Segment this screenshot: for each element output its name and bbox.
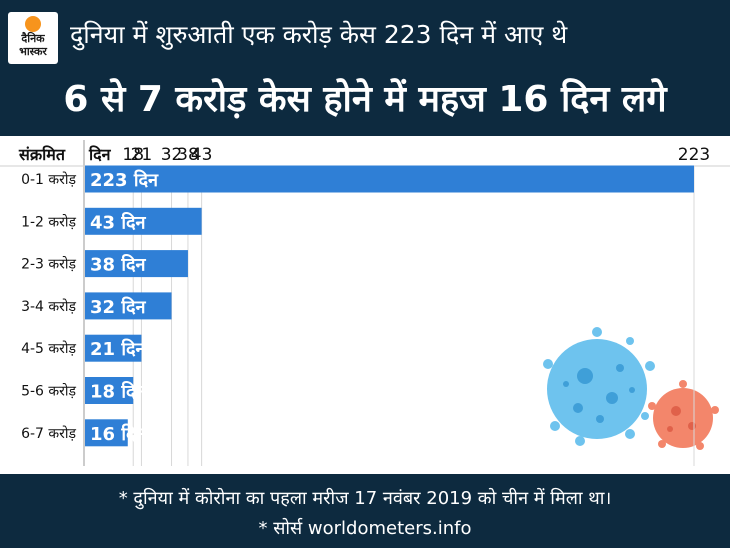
data-label: 32 दिन xyxy=(90,296,147,318)
category-label: 5-6 करोड़ xyxy=(21,383,76,400)
logo-text-line2: भास्कर xyxy=(19,45,47,58)
category-label: 6-7 करोड़ xyxy=(21,425,76,442)
bar xyxy=(85,419,128,447)
source-note: * सोर्स worldometers.info xyxy=(258,518,472,539)
header: दैनिक भास्कर दुनिया में शुरुआती एक करोड़… xyxy=(0,0,730,134)
category-label: 2-3 करोड़ xyxy=(21,256,76,273)
data-label: 223 दिन xyxy=(90,169,159,191)
tick-label: 32 xyxy=(161,145,183,165)
bar xyxy=(85,250,188,278)
tick-label: 18 xyxy=(122,145,144,165)
tick-label: 43 xyxy=(191,145,213,165)
row-header: संक्रमित xyxy=(18,145,66,164)
blue-virus-icon xyxy=(543,327,655,446)
data-label: 43 दिन xyxy=(90,211,147,233)
category-label: 1-2 करोड़ xyxy=(21,213,76,230)
bars: 0-1 करोड़ 223 दिन 1-2 करोड़ 43 दिन 2-3 करोड़… xyxy=(21,165,694,447)
orange-virus-icon xyxy=(648,380,719,450)
dainik-bhaskar-logo: दैनिक भास्कर xyxy=(8,12,58,64)
category-label: 0-1 करोड़ xyxy=(21,171,76,188)
virus-illustration xyxy=(543,327,719,450)
bar xyxy=(85,334,142,362)
bar xyxy=(85,165,694,193)
logo-text-line1: दैनिक xyxy=(21,32,45,45)
category-label: 4-5 करोड़ xyxy=(21,340,76,357)
chart-panel: 18 21 32 38 43 223 संक्रमित दिन 0-1 करोड़ 223 दि… xyxy=(0,136,730,474)
page-subtitle: 6 से 7 करोड़ केस होने में महज 16 दिन लगे xyxy=(63,79,667,120)
page-title: दुनिया में शुरुआती एक करोड़ केस 223 दिन … xyxy=(70,20,568,49)
data-label: 38 दिन xyxy=(90,254,147,276)
category-label: 3-4 करोड़ xyxy=(21,298,76,315)
data-label: 21 दिन xyxy=(90,338,147,360)
bar xyxy=(85,377,134,404)
footnote: * दुनिया में कोरोना का पहला मरीज 17 नवंब… xyxy=(118,488,612,509)
bar xyxy=(85,292,172,320)
tick-label: 223 xyxy=(678,145,710,165)
tick-label: 21 xyxy=(131,145,153,165)
data-label: 16 दिन xyxy=(90,423,147,445)
footer: * दुनिया में कोरोना का पहला मरीज 17 नवंब… xyxy=(0,474,730,548)
bar xyxy=(85,207,202,235)
tick-label: 38 xyxy=(177,145,199,165)
data-label: 18 दिन xyxy=(90,381,147,403)
sun-icon xyxy=(25,16,41,32)
axis-header: दिन xyxy=(88,145,112,164)
